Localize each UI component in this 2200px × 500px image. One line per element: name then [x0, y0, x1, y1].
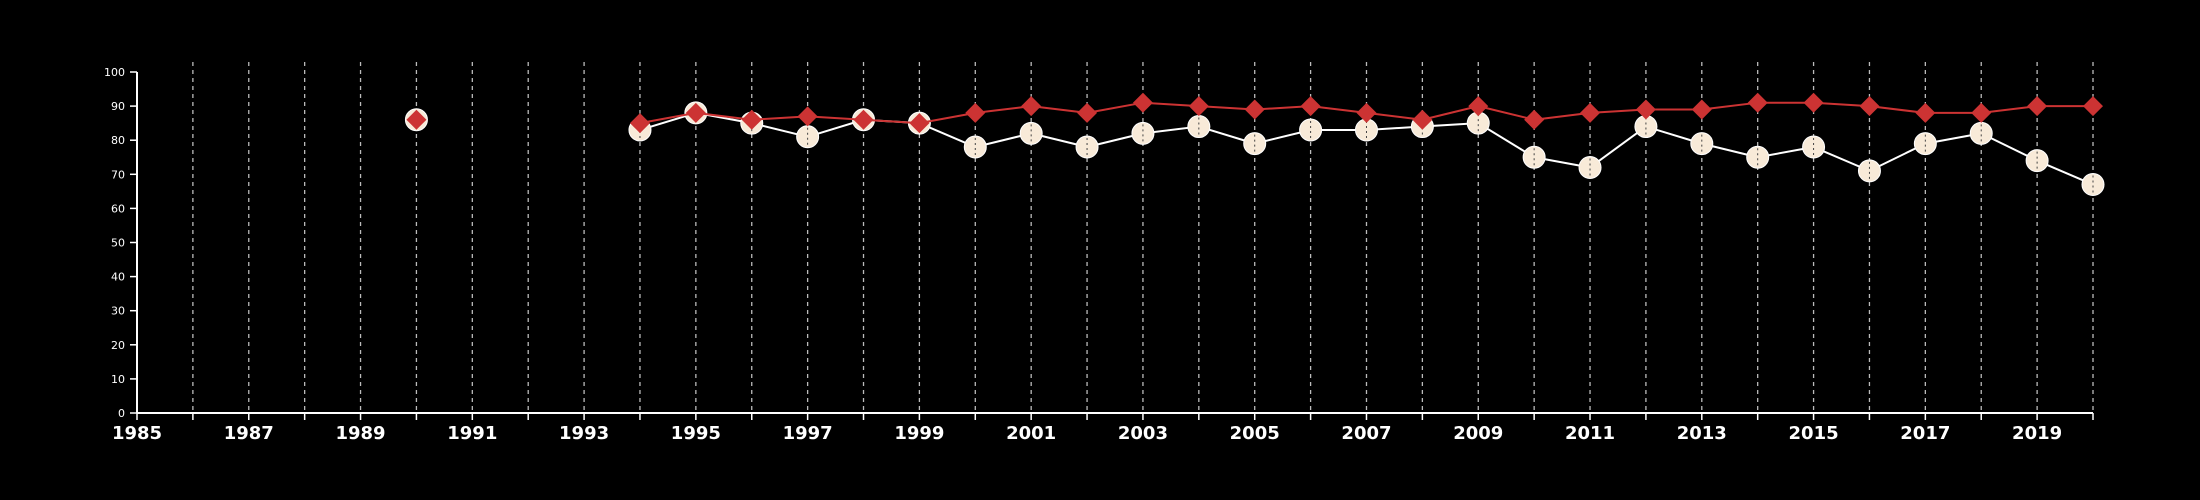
data-point: [1299, 118, 1323, 142]
y-tick-label: 50: [111, 237, 125, 250]
data-point: [1522, 145, 1546, 169]
x-tick-label: 1985: [112, 423, 162, 444]
data-point: [797, 106, 818, 127]
x-tick-label: 2005: [1230, 423, 1280, 444]
data-point: [1468, 96, 1489, 117]
x-tick-label: 1995: [671, 423, 721, 444]
data-point: [1021, 96, 1042, 117]
data-point: [1690, 132, 1714, 156]
x-tick-label: 2007: [1341, 423, 1391, 444]
series-line-segment: [919, 111, 976, 125]
series-line-segment: [1422, 105, 1479, 121]
series-line-segment: [1478, 105, 1535, 121]
series-line-segment: [1366, 111, 1423, 121]
data-point: [965, 102, 986, 123]
y-tick-label: 80: [111, 134, 125, 147]
data-point: [1859, 96, 1880, 117]
y-tick-label: 100: [104, 66, 125, 79]
x-tick-label: 1987: [224, 423, 274, 444]
data-point: [1857, 159, 1881, 183]
data-point: [1971, 102, 1992, 123]
y-tick-label: 40: [111, 271, 125, 284]
series-line-segment: [695, 111, 752, 121]
data-point: [2027, 96, 2048, 117]
x-tick-label: 1999: [894, 423, 944, 444]
data-point: [1578, 155, 1602, 179]
data-point: [1075, 135, 1099, 159]
x-tick-label: 2009: [1453, 423, 1503, 444]
data-point: [2081, 173, 2105, 197]
data-point: [1019, 121, 1043, 145]
data-point: [1580, 102, 1601, 123]
series-layer: [404, 92, 2105, 197]
x-tick-label: 2017: [1900, 423, 1950, 444]
series-line-segment: [1589, 125, 1647, 169]
data-point: [1691, 99, 1712, 120]
x-tick-label: 2011: [1565, 423, 1615, 444]
data-point: [629, 113, 650, 134]
data-point: [2025, 149, 2049, 173]
series-line-segment: [1701, 101, 1758, 111]
series-line-segment: [1310, 105, 1367, 114]
series-line-segment: [1031, 105, 1088, 114]
data-point: [741, 109, 762, 130]
axes: 0 10 20 30 40 50 60 70 80 90 100 1985 1987 1989 1991 19…: [104, 66, 2094, 444]
data-point: [1132, 92, 1153, 113]
x-tick-label: 2003: [1118, 423, 1168, 444]
data-point: [1747, 92, 1768, 113]
x-tick-label: 1989: [335, 423, 385, 444]
series-line-segment: [1534, 111, 1591, 121]
x-tick-label: 2013: [1677, 423, 1727, 444]
series-1: [406, 92, 2103, 134]
data-point: [1746, 145, 1770, 169]
data-point: [1244, 99, 1265, 120]
series-line-segment: [1869, 105, 1926, 114]
x-tick-label: 1997: [783, 423, 833, 444]
x-tick-label: 1991: [447, 423, 497, 444]
data-point: [1243, 132, 1267, 156]
y-tick-label: 20: [111, 339, 125, 352]
series-line-segment: [975, 105, 1032, 114]
data-point: [685, 102, 706, 123]
y-tick-label: 0: [118, 407, 125, 420]
data-point: [1635, 99, 1656, 120]
y-tick-label: 70: [111, 168, 125, 181]
y-tick-label: 30: [111, 305, 125, 318]
data-point: [1412, 109, 1433, 130]
data-point: [406, 109, 427, 130]
data-point: [1131, 121, 1155, 145]
x-tick-label: 2019: [2012, 423, 2062, 444]
data-point: [1524, 109, 1545, 130]
y-tick-label: 10: [111, 373, 125, 386]
data-point: [853, 109, 874, 130]
data-point: [1915, 102, 1936, 123]
data-point: [1802, 135, 1826, 159]
data-point: [909, 113, 930, 134]
y-tick-label: 60: [111, 202, 125, 215]
series-line-segment: [1086, 101, 1144, 114]
data-point: [1188, 96, 1209, 117]
data-point: [1913, 132, 1937, 156]
data-point: [1300, 96, 1321, 117]
series-line-segment: [1981, 105, 2038, 114]
x-tick-label: 2001: [1006, 423, 1056, 444]
data-point: [2083, 96, 2103, 117]
y-tick-label: 90: [111, 100, 125, 113]
x-tick-label: 1993: [559, 423, 609, 444]
data-point: [1077, 102, 1098, 123]
x-tick-label: 2015: [1789, 423, 1839, 444]
data-point: [1356, 102, 1377, 123]
series-line-segment: [639, 111, 697, 125]
data-point: [1803, 92, 1824, 113]
data-point: [963, 135, 987, 159]
